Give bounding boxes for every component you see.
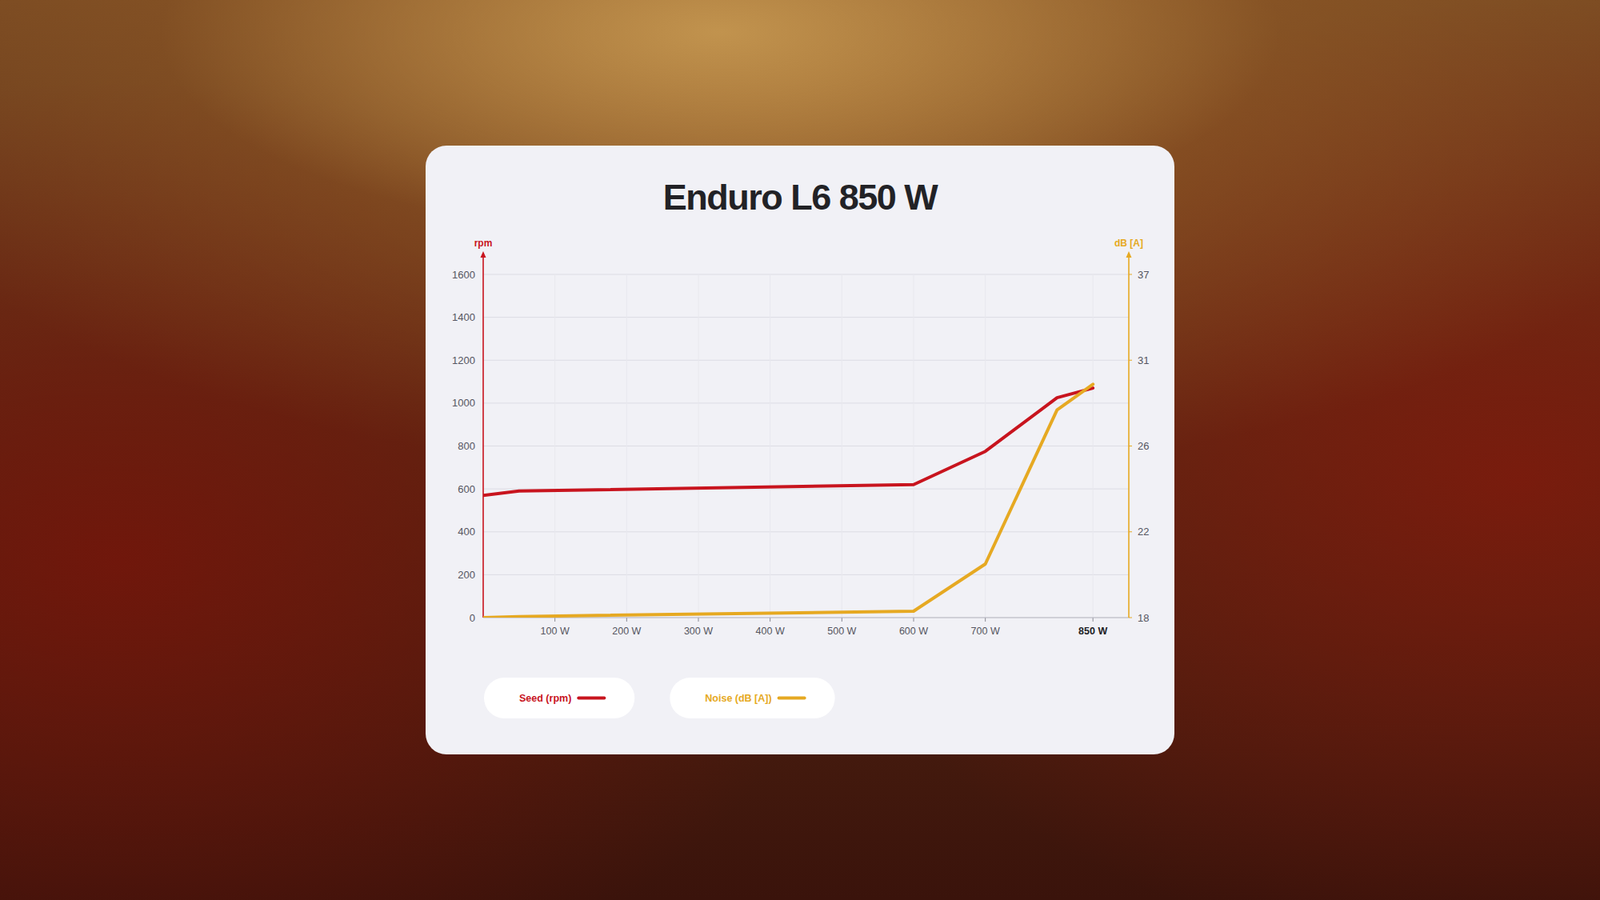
x-tick-label: 850 W: [1078, 625, 1108, 637]
x-tick: [698, 617, 700, 622]
marks: [483, 384, 1093, 618]
y-tick-label: 400: [457, 525, 476, 538]
y2-axis-arrow: [1126, 251, 1132, 258]
y-tick-label: 1200: [452, 354, 476, 367]
grid-line-vertical: [841, 274, 843, 618]
legend-pill: [669, 677, 835, 719]
grid-line: [483, 360, 1129, 361]
x-tick: [769, 617, 771, 622]
grid-line: [483, 617, 1129, 619]
chart-root: Enduro L6 850 W 0 200 400 600 800 1000 1200 1400…: [0, 0, 1600, 900]
x-tick: [984, 617, 986, 622]
y-axis-arrow: [480, 251, 487, 258]
card: [425, 145, 1175, 755]
grid-line: [483, 402, 1129, 404]
series-line: [483, 384, 1093, 618]
grid-line: [483, 574, 1129, 576]
x-tick: [841, 617, 843, 622]
grid-line-vertical: [1092, 274, 1094, 618]
grid-line-vertical: [554, 274, 556, 618]
grid-line-vertical: [913, 274, 915, 618]
grid-line: [483, 445, 1129, 447]
legend-swatch: [779, 696, 805, 700]
y-tick-label: 0: [469, 612, 476, 624]
grid-line-vertical: [626, 274, 628, 618]
y-tick-label: 1000: [452, 396, 476, 409]
y2-tick-label: 26: [1137, 440, 1149, 452]
y2-axis-line: [1128, 256, 1130, 618]
y-tick-label: 200: [457, 568, 476, 581]
y-tick-label: 1400: [452, 311, 476, 324]
grid-line: [483, 316, 1129, 318]
grid-line-vertical: [769, 274, 771, 618]
y-tick-label: 1600: [452, 268, 476, 281]
x-tick-label: 300 W: [684, 625, 713, 637]
y-tick-label: 600: [457, 483, 476, 496]
y-axis-line: [482, 256, 484, 618]
legend-item: Seed (rpm): [484, 677, 635, 719]
x-tick: [554, 617, 556, 622]
legend-swatch: [578, 696, 604, 700]
legend-label: Seed (rpm): [519, 692, 572, 704]
y2-axis-title: dB [A]: [1114, 237, 1144, 249]
grid-line: [483, 274, 1129, 276]
legend-label: Noise (dB [A]): [704, 692, 772, 704]
legend-item: Noise (dB [A]): [669, 677, 835, 719]
grid-line: [483, 531, 1129, 532]
x-tick-label: 600 W: [899, 625, 928, 637]
grid: [483, 274, 1129, 618]
x-tick-label: 500 W: [827, 625, 856, 637]
x-tick-label: 100 W: [540, 625, 570, 637]
y2-tick-label: 22: [1137, 525, 1149, 538]
x-tick: [626, 617, 628, 622]
x-tick: [913, 617, 915, 622]
y2-tick-label: 31: [1137, 354, 1149, 367]
x-tick-label: 700 W: [971, 625, 1000, 637]
x-axis-line: [483, 617, 1129, 619]
x-tick-label: 400 W: [756, 625, 785, 637]
y-axis-title: rpm: [474, 237, 493, 249]
legend-pill: [484, 677, 635, 719]
y2-tick-label: 18: [1137, 612, 1149, 624]
grid-line-vertical: [698, 274, 700, 618]
y-tick-label: 800: [457, 440, 476, 452]
title: Enduro L6 850 W: [663, 176, 940, 218]
x-tick-label: 200 W: [612, 625, 641, 637]
x-tick: [1092, 617, 1094, 622]
y2-tick-label: 37: [1137, 268, 1149, 281]
series-line: [483, 388, 1093, 496]
grid-line-vertical: [984, 274, 986, 618]
